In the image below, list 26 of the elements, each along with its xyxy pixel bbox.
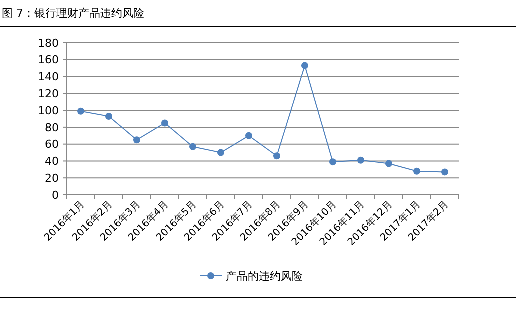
point [330,158,336,166]
y-tick-label: 140 [38,70,59,84]
point [78,108,84,115]
point [414,168,420,175]
y-tick-label: 20 [45,172,59,185]
y-tick-label: 160 [38,54,59,67]
point [302,62,308,70]
y-tick-label: 60 [45,138,59,152]
y-tick-label: 40 [45,155,59,168]
point [106,112,112,120]
point [386,160,392,168]
point [246,132,252,140]
point [190,143,196,150]
point [162,120,168,127]
y-tick-label: 180 [38,36,59,50]
y-tick-label: 100 [38,104,59,118]
point [442,168,448,176]
chart-title: 图 7：银行理财产品违约风险 [2,7,144,20]
point [274,152,280,160]
point [218,149,224,156]
y-tick-label: 120 [38,88,59,101]
legend-label: 产品的违约风险 [226,270,303,283]
point [358,156,364,164]
y-tick-label: 80 [45,121,59,134]
point [134,136,140,144]
y-tick-label: 0 [52,188,59,202]
